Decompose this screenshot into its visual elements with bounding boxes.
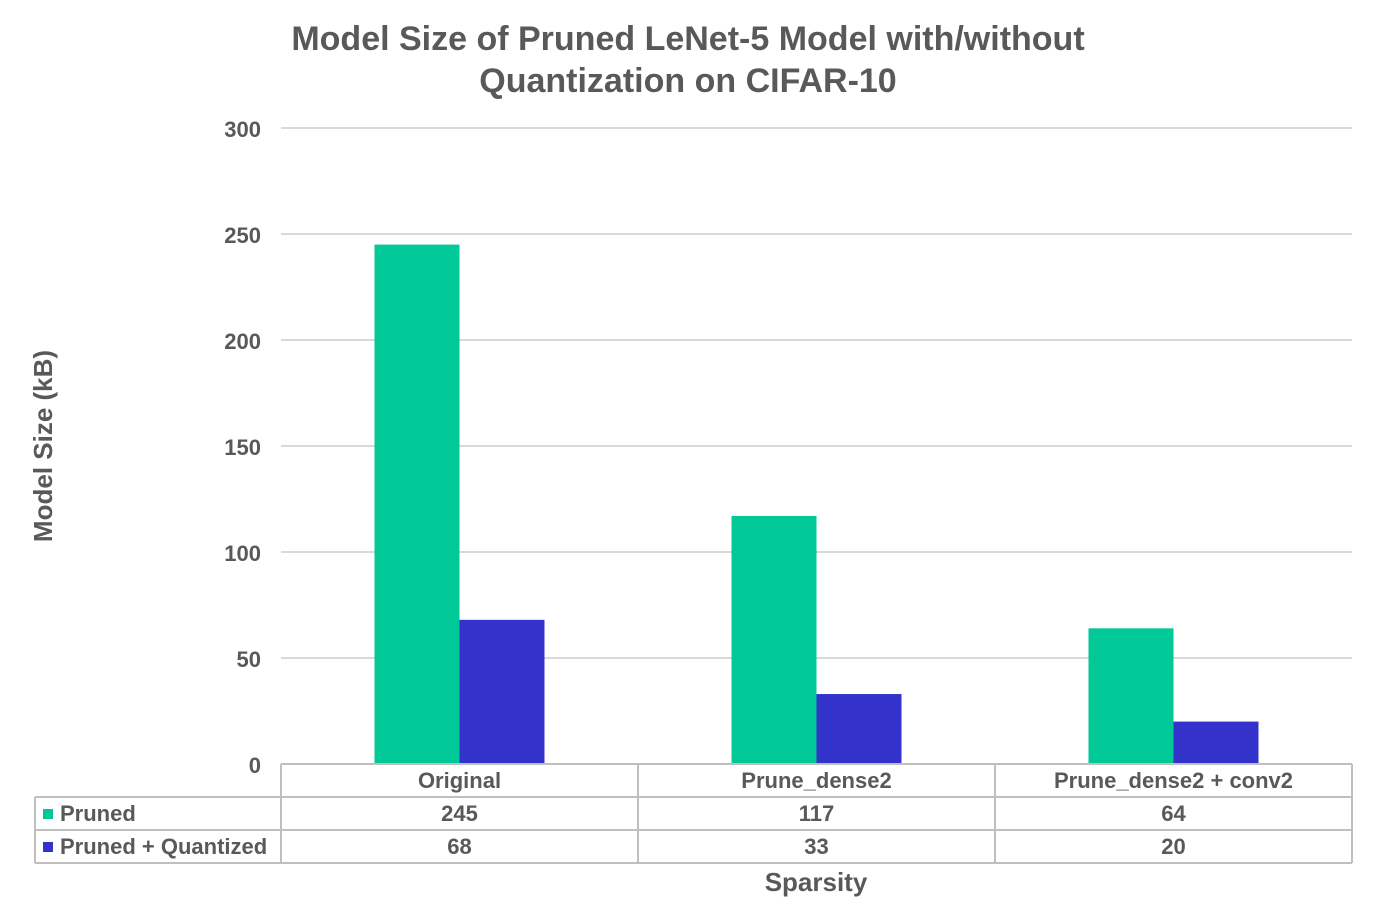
y-tick-label: 150 bbox=[224, 435, 261, 460]
y-axis-label: Model Size (kB) bbox=[28, 350, 58, 542]
data-value-label: 20 bbox=[1161, 834, 1185, 859]
bar bbox=[374, 244, 460, 765]
y-tick-label: 0 bbox=[249, 753, 261, 778]
y-tick-label: 300 bbox=[224, 117, 261, 142]
data-value-label: 64 bbox=[1161, 801, 1186, 826]
legend-swatch bbox=[43, 809, 53, 819]
data-value-label: 117 bbox=[799, 801, 835, 826]
y-tick-labels: 0 50 100 150 200 250 300 bbox=[224, 117, 261, 778]
bar bbox=[731, 515, 817, 764]
chart-title-line-1: Model Size of Pruned LeNet-5 Model with/… bbox=[291, 20, 1084, 58]
bars bbox=[374, 244, 1259, 765]
bar bbox=[1088, 628, 1174, 764]
x-tick-label: Prune_dense2 bbox=[741, 768, 891, 793]
y-tick-label: 250 bbox=[224, 223, 261, 248]
chart-title: Model Size of Pruned LeNet-5 Model with/… bbox=[291, 20, 1084, 100]
legend-label: Pruned + Quantized bbox=[60, 834, 267, 859]
x-tick-label: Prune_dense2 + conv2 bbox=[1054, 768, 1293, 793]
x-tick-label: Original bbox=[418, 768, 501, 793]
data-table: Original Prune_dense2 Prune_dense2 + conv2… bbox=[34, 763, 1353, 864]
legend-swatch bbox=[43, 842, 53, 852]
y-tick-label: 50 bbox=[237, 647, 261, 672]
bar bbox=[816, 694, 902, 764]
y-tick-label: 100 bbox=[224, 541, 261, 566]
data-value-label: 33 bbox=[804, 834, 828, 859]
legend-label: Pruned bbox=[60, 801, 136, 826]
chart-title-line-2: Quantization on CIFAR-10 bbox=[479, 62, 896, 100]
data-value-label: 68 bbox=[447, 834, 471, 859]
bar bbox=[1173, 721, 1259, 764]
bar bbox=[459, 619, 545, 764]
x-axis-label: Sparsity bbox=[765, 867, 868, 897]
y-tick-label: 200 bbox=[224, 329, 261, 354]
data-value-label: 245 bbox=[441, 801, 478, 826]
